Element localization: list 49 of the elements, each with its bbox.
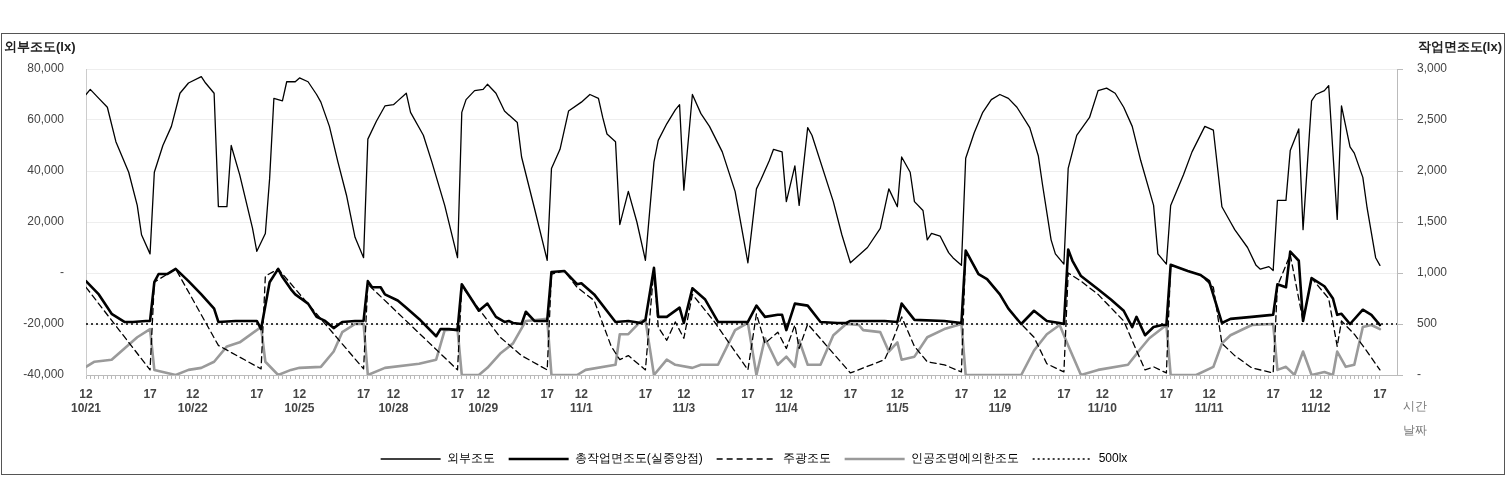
x-tick-label: 17 [954,386,969,401]
x-tick-label: 17 [843,386,858,401]
x-tick-label: 17 [250,386,264,401]
x-tick-label: 17 [1373,386,1387,401]
legend-label: 인공조명에의한조도 [910,451,1019,466]
legend-label: 500lx [1098,451,1128,466]
y2-tick-label: 1,000 [1417,265,1448,280]
y-tick-label: -20,000 [23,316,65,331]
x-tick-label: 12 11/5 [886,386,910,415]
x-tick-label: 17 [1057,386,1071,401]
x-tick-label: 17 [638,386,653,401]
x-tick-label: 12 11/3 [672,386,696,415]
y2-tick-label: - [1417,367,1421,382]
y-tick-label: -40,000 [23,367,65,382]
y2-tick-label: 2,000 [1417,163,1448,178]
y2-axis-title: 작업면조도(lx) [1417,38,1502,54]
y-tick-label: 40,000 [27,163,65,178]
y-tick-label: 60,000 [27,112,65,127]
x-tick-label: 12 11/9 [988,386,1012,415]
y-tick-label: - [60,265,64,280]
x-tick-label: 12 10/22 [177,386,209,415]
y2-tick-label: 3,000 [1417,61,1448,76]
x-tick-label: 17 [450,386,465,401]
x-tick-label: 17 [143,386,158,401]
x-tick-label: 12 11/10 [1087,386,1118,415]
x-tick-label: 12 11/12 [1301,386,1331,415]
x-axis-title: 시간 [1403,399,1427,414]
x-tick-label: 12 10/25 [284,386,315,415]
legend-label: 주광조도 [782,451,831,466]
x-tick-label: 17 [540,386,555,401]
x-tick-label: 17 [356,386,371,401]
x-tick-label: 12 10/28 [378,386,409,415]
x-tick-label: 17 [741,386,755,401]
legend-label: 외부조도 [446,451,495,466]
y2-tick-label: 2,500 [1417,112,1448,127]
x-tick-label: 12 10/29 [468,386,499,415]
x-tick-label: 17 [1266,386,1281,401]
y2-tick-label: 500 [1417,316,1438,331]
x-tick-label: 12 10/21 [70,386,102,415]
x-tick-label: 12 11/1 [570,386,594,415]
y-axis-title: 외부조도(lx) [4,38,76,54]
x-tick-label: 17 [1159,386,1174,401]
legend-label: 총작업면조도(실중앙점) [574,451,703,466]
x-tick-label: 12 11/4 [774,386,799,415]
x-tick-label: 12 11/11 [1194,386,1224,415]
y-tick-label: 20,000 [27,214,65,229]
text: 날짜 [1403,423,1427,438]
y-tick-label: 80,000 [27,61,65,76]
y2-tick-label: 1,500 [1417,214,1448,229]
